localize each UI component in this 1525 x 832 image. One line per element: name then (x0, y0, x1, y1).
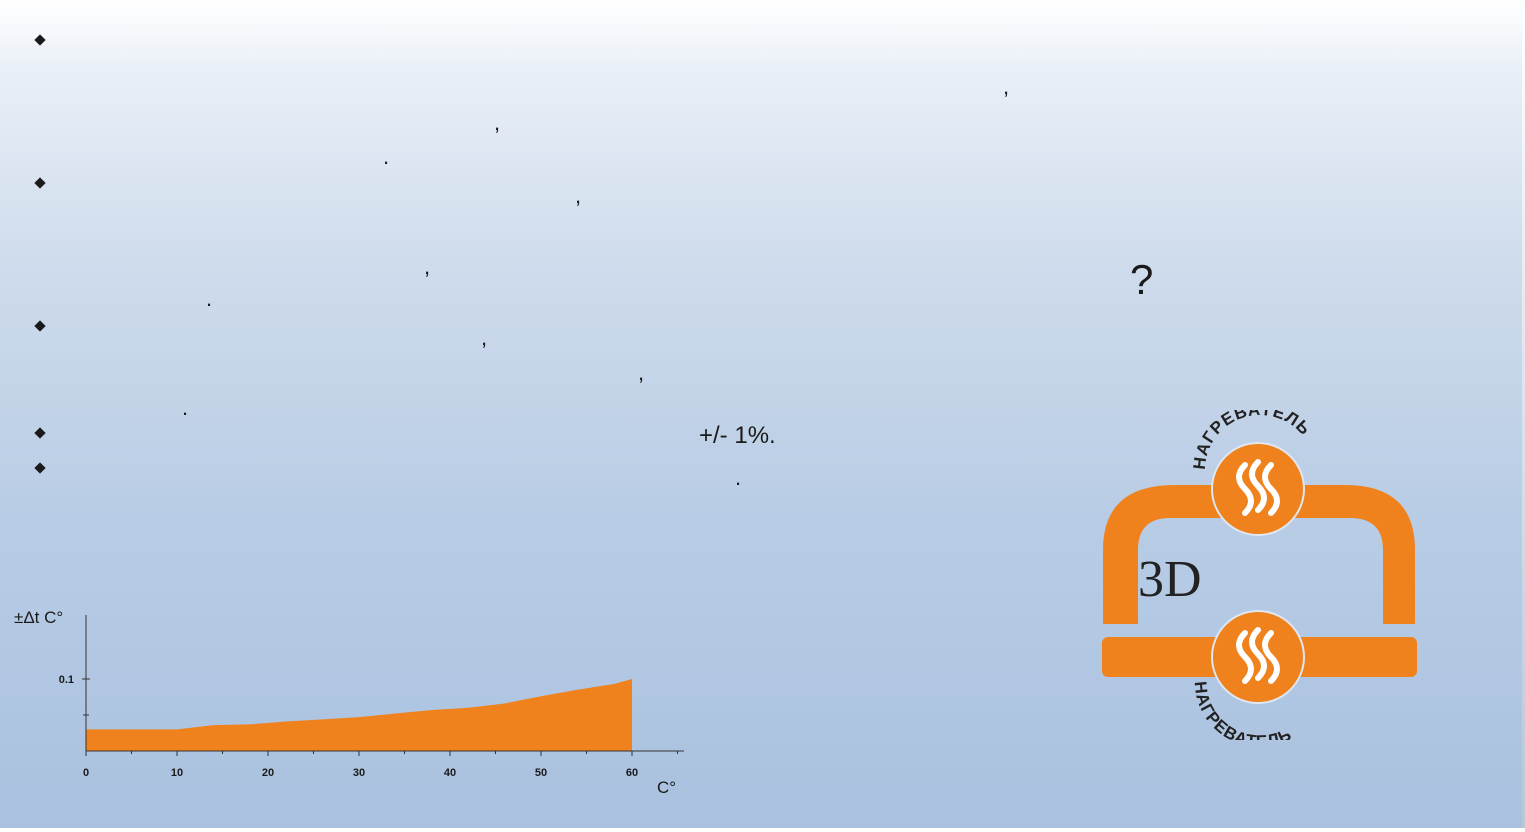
x-tick-label: 20 (262, 767, 274, 779)
bullet-2-mark-1: , (575, 183, 582, 208)
y-tick-label: 0.1 (59, 674, 74, 686)
question-mark: ? (1130, 256, 1154, 303)
x-tick-label: 60 (626, 767, 638, 779)
x-tick-label: 40 (444, 767, 456, 779)
logo-3d-text: 3D (1138, 551, 1202, 608)
page-bottom-edge (0, 828, 1525, 832)
x-tick-label: 10 (171, 767, 183, 779)
bullet-3-mark-1: , (481, 325, 488, 350)
bullet-1-mark-3: . (383, 144, 390, 169)
page-right-edge (1522, 0, 1525, 832)
bullet-3-mark-3: . (182, 395, 189, 420)
tolerance-text: +/- 1%. (699, 422, 776, 449)
x-axis-label: C° (657, 778, 676, 797)
bullet-1-mark-1: , (1003, 74, 1010, 99)
y-axis-label: ±Δt C° (14, 608, 63, 627)
bullet-diamond-icon (34, 427, 46, 439)
bullet-5-mark: . (735, 465, 742, 490)
bullet-diamond-icon (34, 462, 46, 474)
nagrevatel-logo: 3D НАГРЕВАТЕЛЬ НАГРЕВАТЕЛЬ (1102, 410, 1417, 740)
bullet-diamond-icon (34, 177, 46, 189)
bullet-2-mark-2: , (424, 254, 431, 279)
x-tick-label: 0 (83, 767, 89, 779)
x-tick-label: 30 (353, 767, 365, 779)
temperature-deviation-chart: 0 10 20 30 40 50 60 0.1 ±Δt C° C° (14, 608, 684, 797)
bullet-diamond-icon (34, 34, 46, 46)
bullet-1-mark-2: , (494, 110, 501, 135)
bullet-3-mark-2: , (638, 360, 645, 385)
bullet-diamond-icon (34, 320, 46, 332)
heat-waves-icon (1236, 459, 1280, 516)
deviation-area (86, 679, 632, 751)
heat-waves-icon (1236, 627, 1280, 684)
bullet-2-mark-3: . (206, 286, 213, 311)
x-tick-label: 50 (535, 767, 547, 779)
